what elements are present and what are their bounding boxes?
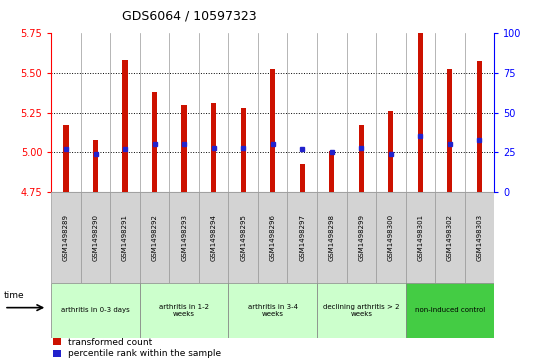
Bar [388,111,394,192]
Text: GSM1498291: GSM1498291 [122,214,128,261]
Bar [51,192,81,283]
Text: GSM1498301: GSM1498301 [417,214,423,261]
Bar [140,192,170,283]
Text: time: time [4,291,25,299]
Bar [347,192,376,283]
Bar [110,192,140,283]
Bar [417,33,423,192]
Bar [329,151,334,192]
Text: GSM1498298: GSM1498298 [329,214,335,261]
Text: arthritis in 1-2
weeks: arthritis in 1-2 weeks [159,304,209,317]
Bar [464,192,494,283]
Bar [228,192,258,283]
Text: arthritis in 0-3 days: arthritis in 0-3 days [61,307,130,313]
Bar [240,108,246,192]
Text: GSM1498299: GSM1498299 [358,214,365,261]
Text: GSM1498300: GSM1498300 [388,214,394,261]
Text: GSM1498292: GSM1498292 [152,214,158,261]
Bar [199,192,228,283]
Bar [152,92,157,192]
Bar [435,192,464,283]
Text: GSM1498303: GSM1498303 [476,214,482,261]
Bar [211,103,217,192]
Bar [93,140,98,192]
Bar [287,192,317,283]
Bar [359,125,364,192]
Text: GSM1498295: GSM1498295 [240,214,246,261]
Text: GSM1498297: GSM1498297 [299,214,305,261]
Bar [181,105,187,192]
Bar [406,192,435,283]
Bar [81,192,110,283]
Text: GSM1498294: GSM1498294 [211,214,217,261]
Bar [447,69,453,192]
Bar [258,192,287,283]
Bar [228,283,317,338]
Bar [51,283,140,338]
Bar [477,61,482,192]
Bar [123,60,128,192]
Legend: transformed count, percentile rank within the sample: transformed count, percentile rank withi… [53,338,221,359]
Text: GSM1498302: GSM1498302 [447,214,453,261]
Text: GSM1498293: GSM1498293 [181,214,187,261]
Text: arthritis in 3-4
weeks: arthritis in 3-4 weeks [248,304,298,317]
Bar [63,125,69,192]
Bar [270,69,275,192]
Text: non-induced control: non-induced control [415,307,485,313]
Text: GSM1498290: GSM1498290 [92,214,99,261]
Bar [317,192,347,283]
Bar [406,283,494,338]
Text: GDS6064 / 10597323: GDS6064 / 10597323 [122,9,256,22]
Bar [170,192,199,283]
Text: GSM1498289: GSM1498289 [63,214,69,261]
Bar [376,192,406,283]
Text: GSM1498296: GSM1498296 [269,214,276,261]
Bar [140,283,228,338]
Bar [300,164,305,192]
Bar [317,283,406,338]
Text: declining arthritis > 2
weeks: declining arthritis > 2 weeks [323,304,400,317]
